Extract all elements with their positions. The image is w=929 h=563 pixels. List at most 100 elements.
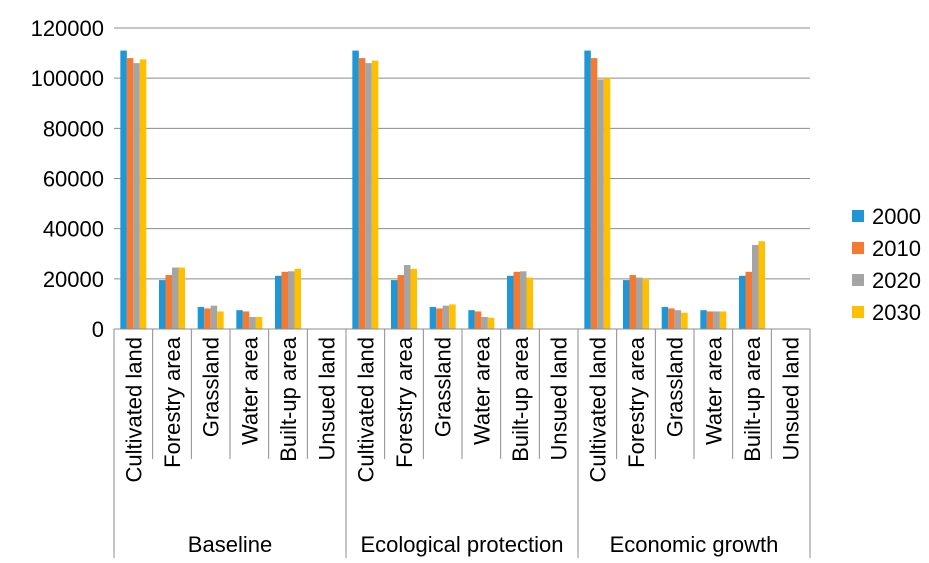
bar-2000	[429, 306, 437, 329]
bar-2020	[752, 244, 759, 329]
y-tick-label: 40000	[43, 217, 104, 242]
bar-2030	[487, 317, 495, 329]
bar-2030	[371, 60, 379, 329]
category-label: Cultivated land	[353, 337, 378, 483]
bar-2010	[281, 271, 288, 329]
bar-2020	[713, 311, 720, 329]
bar-2000	[275, 275, 282, 329]
bar-2020	[288, 271, 295, 329]
bar-2010	[629, 275, 636, 329]
group-label: Baseline	[188, 532, 272, 557]
bar-2030	[139, 59, 147, 330]
bar-2010	[242, 311, 250, 329]
bar-2010	[436, 308, 443, 329]
legend-swatch-2010	[852, 242, 864, 254]
bar-2010	[165, 275, 172, 329]
axis-labels: 0 20000 40000 60000 80000 100000 120000 Cultiva…	[31, 16, 804, 557]
y-tick-label: 0	[92, 317, 104, 342]
bar-2030	[449, 304, 456, 329]
bar-2030	[217, 311, 224, 329]
bar-2010	[590, 58, 598, 329]
category-label: Unsued land	[779, 337, 804, 461]
bar-2000	[197, 306, 205, 329]
category-label: Built-up area	[508, 336, 533, 462]
category-label: Forestry area	[392, 336, 417, 468]
y-tick-label: 80000	[43, 116, 104, 141]
legend: 2000 2010 2020 2030	[852, 204, 921, 325]
gridlines	[114, 27, 810, 280]
bar-2030	[178, 267, 185, 329]
legend-label: 2020	[872, 268, 921, 293]
bar-2030	[255, 316, 263, 329]
bar-2020	[210, 305, 218, 329]
bar-2030	[642, 278, 649, 329]
legend-swatch-2020	[852, 274, 864, 286]
bar-2030	[758, 241, 765, 329]
category-label: Grassland	[199, 337, 224, 437]
bar-2000	[236, 310, 243, 329]
bar-2000	[661, 306, 669, 329]
y-tick-label: 60000	[43, 167, 104, 192]
category-label: Built-up area	[276, 336, 301, 462]
bar-2010	[668, 308, 675, 329]
bar-2000	[507, 275, 514, 329]
category-label: Water area	[469, 336, 494, 445]
legend-swatch-2030	[852, 306, 864, 318]
bar-2010	[204, 308, 211, 329]
bar-2010	[358, 58, 366, 329]
bar-2030	[526, 277, 533, 329]
category-label: Unsued land	[315, 337, 340, 461]
bar-2000	[352, 50, 359, 329]
bar-2000	[159, 280, 166, 329]
legend-swatch-2000	[852, 210, 864, 222]
bar-2020	[365, 63, 372, 329]
category-label: Built-up area	[740, 336, 765, 462]
category-label: Unsued land	[547, 337, 572, 461]
category-label: Grassland	[663, 337, 688, 437]
bar-2030	[294, 268, 301, 329]
bar-2010	[474, 311, 482, 329]
y-tick-label: 20000	[43, 267, 104, 292]
category-label: Water area	[237, 336, 262, 445]
category-label: Grassland	[431, 337, 456, 437]
legend-label: 2030	[872, 300, 921, 325]
axes	[113, 328, 811, 558]
bar-2020	[172, 267, 179, 329]
y-tick-label: 100000	[31, 66, 104, 91]
bar-2000	[391, 280, 398, 329]
legend-label: 2000	[872, 204, 921, 229]
group-label: Ecological protection	[360, 532, 563, 557]
group-label: Economic growth	[610, 532, 779, 557]
y-tick-label: 120000	[31, 16, 104, 41]
legend-label: 2010	[872, 236, 921, 261]
bar-2000	[120, 50, 127, 329]
bar-2030	[410, 268, 417, 329]
bar-2020	[597, 79, 604, 329]
bar-2000	[584, 50, 591, 329]
bar-2030	[719, 311, 727, 329]
bar-2010	[513, 271, 520, 329]
bar-2020	[674, 310, 682, 329]
bar-2000	[623, 280, 630, 329]
bar-2020	[481, 316, 488, 329]
bar-2030	[603, 78, 611, 330]
bar-2030	[681, 312, 688, 329]
bar-2020	[133, 63, 140, 329]
category-label: Cultivated land	[585, 337, 610, 483]
bar-2000	[700, 310, 707, 329]
category-label: Water area	[701, 336, 726, 445]
bar-2010	[397, 275, 404, 329]
bar-2000	[739, 275, 746, 329]
bar-2000	[468, 310, 475, 329]
bar-2010	[745, 271, 752, 329]
bar-2020	[404, 265, 411, 329]
bar-2020	[636, 277, 643, 329]
bar-2020	[520, 271, 527, 329]
bar-2020	[249, 316, 256, 329]
bar-2010	[126, 58, 134, 329]
category-label: Forestry area	[160, 336, 185, 468]
bar-2010	[706, 311, 714, 329]
bars	[120, 50, 765, 330]
